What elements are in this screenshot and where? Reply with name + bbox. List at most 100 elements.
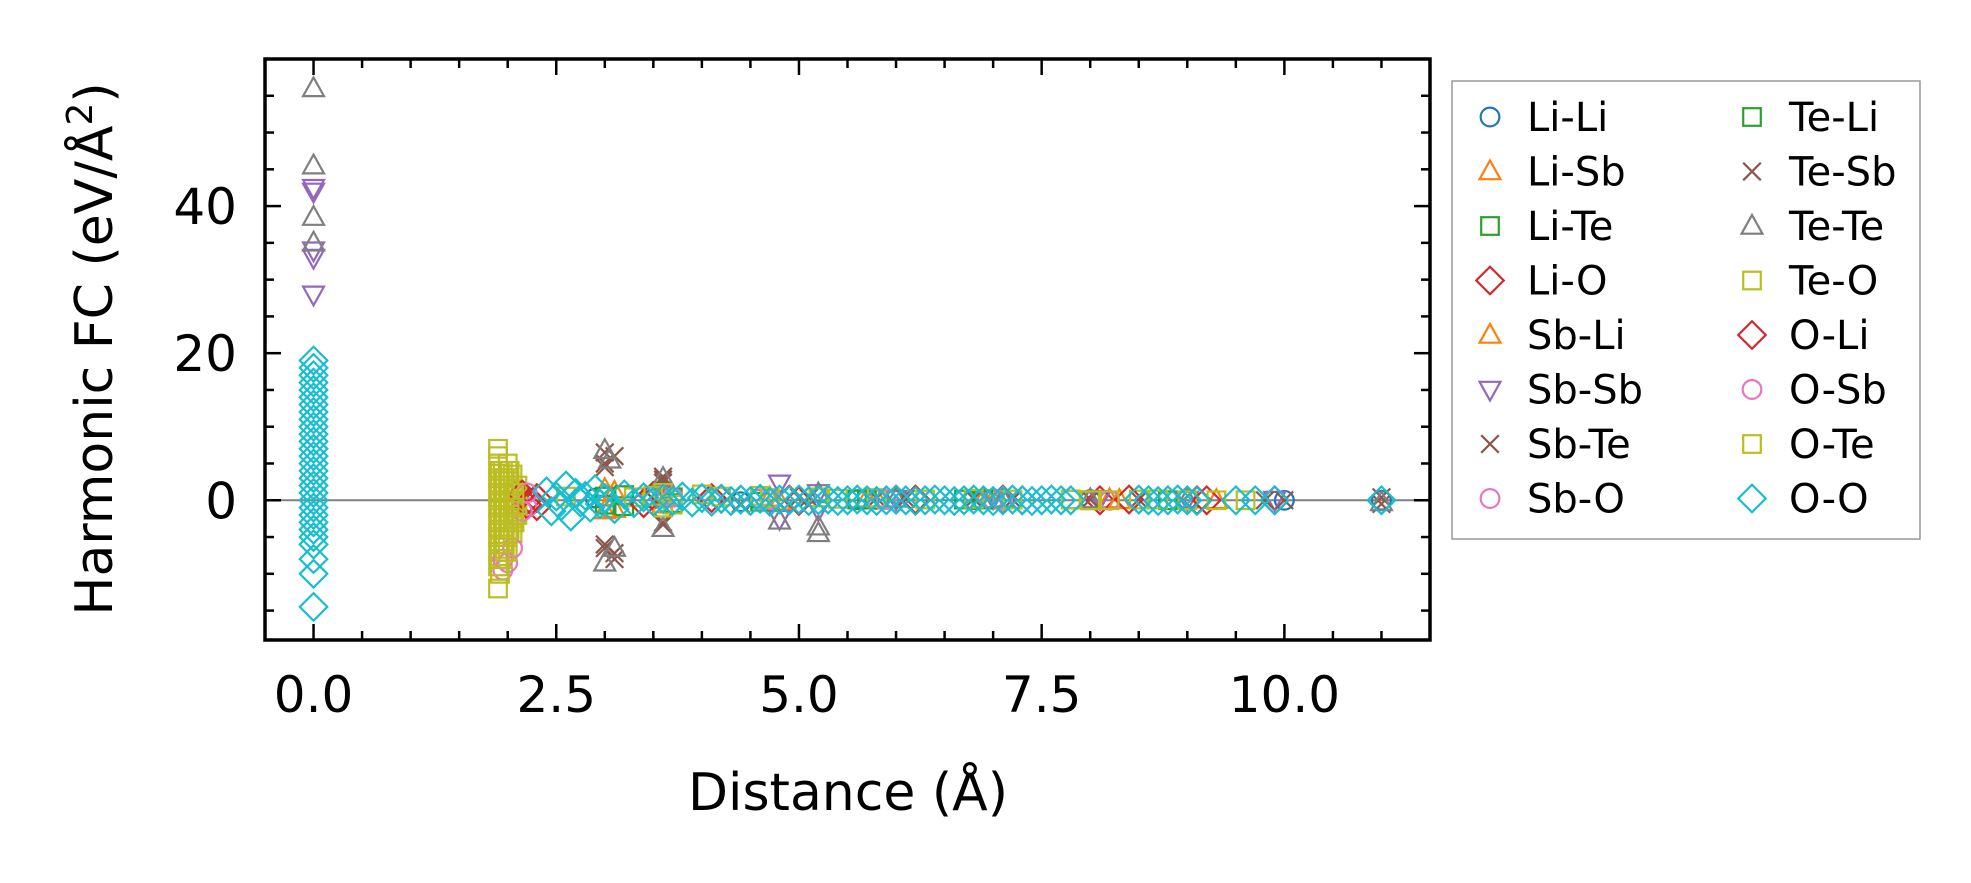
data-point [298,462,329,494]
data-point [806,520,831,543]
data-point [499,460,520,481]
data-point [592,549,618,572]
data-point [298,418,329,450]
data-point [773,484,805,516]
legend-item: Sb-Sb [1477,368,1643,414]
data-point [597,446,622,469]
data-point [298,426,329,457]
data-point [1055,484,1087,516]
x-tick-label: 10.0 [1229,666,1340,724]
series-o-o [298,345,1397,623]
data-point [298,484,329,516]
legend-item: Te-Te [1739,204,1884,250]
data-point [735,485,766,517]
data-point [599,493,630,525]
data-point [1002,489,1023,510]
data-point [504,512,525,533]
data-point [1206,490,1227,511]
data-point [653,467,673,487]
data-point [298,521,329,553]
y-tick-label: 0 [205,472,237,530]
data-point [499,519,520,540]
data-point [1123,484,1155,515]
legend-item: Sb-O [1479,477,1625,523]
legend-marker [1480,434,1500,454]
data-point [298,470,329,501]
data-point [301,75,326,98]
legend-item: Sb-Te [1480,422,1631,468]
x-tick-label: 0.0 [274,666,354,724]
data-point [298,448,329,479]
data-point [499,505,520,525]
legend-item: Te-Sb [1742,150,1896,196]
data-point [812,484,844,515]
data-point [1259,484,1290,516]
data-point [298,367,329,398]
data-point [767,474,792,497]
data-point [783,484,815,515]
data-point [744,483,776,515]
data-point [1162,484,1193,515]
data-point [686,482,718,514]
data-point [298,591,329,623]
data-point [301,152,326,175]
data-point [1128,489,1149,510]
legend-item: O-Li [1736,313,1869,359]
data-point [1080,489,1100,510]
series-sb-sb [301,178,1287,532]
legend-marker [1477,380,1503,403]
data-point [298,543,329,575]
data-point [883,485,909,508]
data-point [1171,484,1203,516]
legend-item: O-Sb [1741,368,1887,414]
data-point [1045,484,1077,516]
data-point [531,476,562,507]
legend-item: Li-O [1474,259,1607,305]
y-tick-label: 20 [173,325,237,383]
data-point [298,411,329,443]
data-point [696,482,727,514]
data-point [490,549,510,570]
legend-marker [1477,321,1503,344]
data-point [1060,489,1081,510]
axis-ticks [263,57,1432,640]
data-point [298,440,329,472]
data-point [298,345,329,376]
data-point [301,203,326,226]
data-point [570,480,601,512]
legend-label: Li-Sb [1527,150,1626,196]
y-axis-label-sup: 2 [60,103,101,126]
data-points [298,75,1397,623]
x-tick-label: 7.5 [1002,666,1082,724]
data-point [298,455,329,487]
data-point [915,489,936,510]
y-tick-label: 40 [173,178,237,236]
legend-label: Sb-Te [1527,422,1631,468]
legend-marker [1742,434,1762,454]
data-point [806,513,831,536]
data-point [803,484,834,516]
legend-label: Te-Sb [1788,150,1896,196]
data-point [499,475,520,496]
legend-label: Li-O [1527,259,1607,305]
legend-label: O-Te [1789,422,1875,468]
legend-marker [1736,483,1768,514]
data-point [1148,489,1169,510]
data-point [298,492,329,523]
data-point [705,483,737,515]
data-point [602,534,627,557]
data-point [298,499,329,531]
legend-marker [1474,265,1506,296]
data-point [1181,485,1213,517]
legend-marker [1479,106,1501,128]
legend: Li-Li Li-Sb Li-Te Li-O Sb-Li Sb-Sb Sb-Te Sb-O Te… [1474,95,1896,523]
legend-label: O-Sb [1789,368,1887,414]
x-axis-label: Distance (Å) [688,761,1008,823]
data-point [958,484,990,515]
data-point [298,514,329,545]
legend-marker [1742,161,1762,182]
data-point [880,484,912,515]
data-point [298,404,329,435]
data-point [298,374,329,406]
